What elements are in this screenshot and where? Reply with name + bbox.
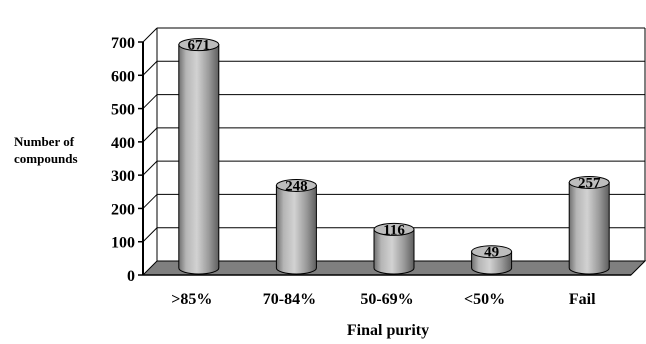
bar-top-1 xyxy=(275,178,317,192)
y-tick-label-0: 0 xyxy=(127,268,135,285)
bar-body-4 xyxy=(568,181,610,275)
labels: Number of compounds Final purity 0 100 200… xyxy=(14,35,601,339)
x-tick-label-3: <50% xyxy=(464,291,505,308)
data-label-3: 49 xyxy=(484,245,499,261)
y-tick-label-3: 300 xyxy=(111,168,135,185)
y-tick-label-6: 600 xyxy=(111,68,135,85)
x-tick-label-4: Fail xyxy=(569,291,596,308)
y-axis-label-line-2: compounds xyxy=(14,151,78,166)
gridline-side-2 xyxy=(142,194,158,209)
y-tick-label-2: 200 xyxy=(111,201,135,218)
bar-4 xyxy=(568,175,610,275)
y-tick-label-5: 500 xyxy=(111,102,135,119)
data-label-4: 257 xyxy=(578,175,601,191)
gridlines xyxy=(142,27,645,243)
bar-top-4 xyxy=(568,175,610,189)
gridline-side-6 xyxy=(142,60,158,76)
data-label-2: 116 xyxy=(383,222,405,238)
x-tick-label-0: >85% xyxy=(171,291,212,308)
bars xyxy=(178,38,610,275)
data-label-0: 671 xyxy=(188,38,211,54)
gridline-side-3 xyxy=(142,160,158,176)
gridline-side-4 xyxy=(142,127,158,143)
x-tick-label-2: 50-69% xyxy=(360,291,413,308)
bar-body-1 xyxy=(275,184,317,275)
gridline-side-1 xyxy=(142,227,158,243)
bar-body-2 xyxy=(373,228,415,275)
y-tick-label-7: 700 xyxy=(111,35,135,52)
y-axis-label-line-1: Number of xyxy=(14,134,75,149)
y-tick-label-4: 400 xyxy=(111,135,135,152)
gridline-side-7 xyxy=(142,27,158,43)
bar-2 xyxy=(373,222,415,275)
data-label-1: 248 xyxy=(285,178,308,194)
bar-top-0 xyxy=(178,38,220,52)
x-tick-label-1: 70-84% xyxy=(263,291,316,308)
bar-0 xyxy=(178,38,220,275)
bar-top-2 xyxy=(373,222,415,236)
gridline-side-5 xyxy=(142,94,158,109)
bar-1 xyxy=(275,178,317,275)
bar-3 xyxy=(471,245,513,275)
bar-body-0 xyxy=(178,44,220,275)
x-axis-label: Final purity xyxy=(347,322,429,339)
bar-top-3 xyxy=(471,245,513,259)
y-tick-label-1: 100 xyxy=(111,235,135,252)
